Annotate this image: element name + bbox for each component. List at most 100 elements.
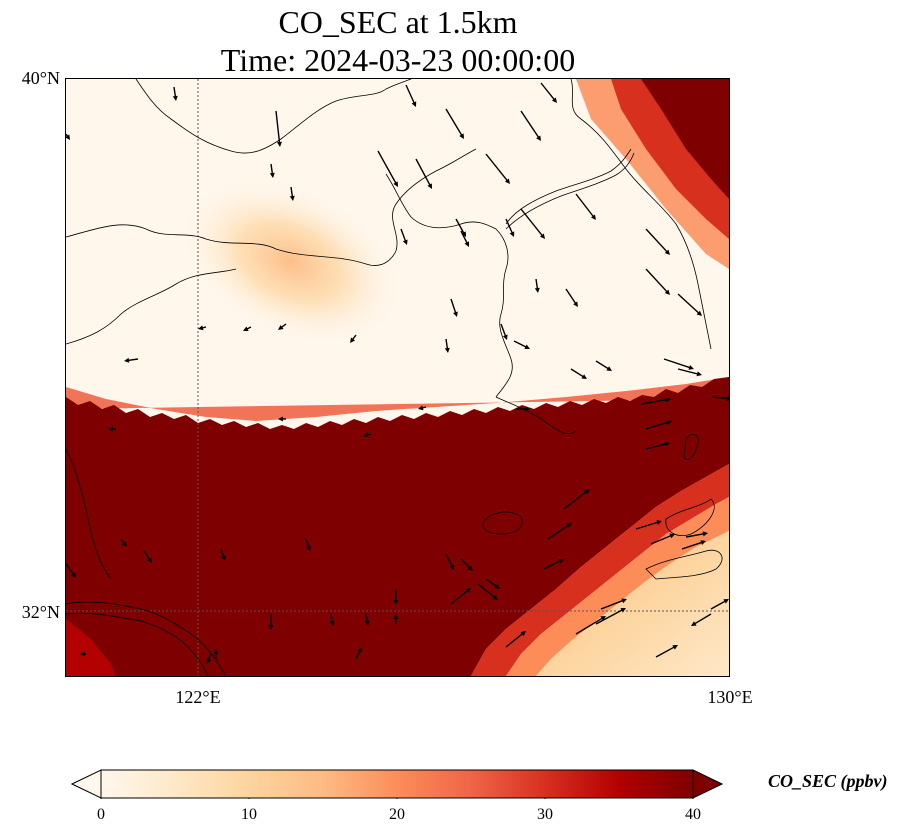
wind-arrow-shaft <box>635 521 660 530</box>
southwest-edge-patch <box>66 619 116 676</box>
colorbar-extend-max <box>692 769 723 799</box>
wind-arrow-shaft <box>485 153 509 183</box>
wind-arrow-shaft <box>570 368 585 379</box>
wind-arrow-head <box>573 301 578 307</box>
wind-arrow-head <box>726 396 729 401</box>
wind-arrow-shaft <box>650 534 673 545</box>
wind-arrow-head <box>449 564 454 570</box>
wind-arrow-head <box>172 95 178 101</box>
wind-arrow-head <box>418 405 424 411</box>
coastlines <box>66 79 723 676</box>
wind-arrow-head <box>306 545 311 551</box>
wind-arrow-head <box>509 231 515 237</box>
wind-arrow-shaft <box>66 563 75 576</box>
wind-arrow-shaft <box>595 360 610 371</box>
colorbar-label: CO_SEC (ppbv) <box>768 771 888 791</box>
lon-tick-130e: 130°E <box>707 687 753 707</box>
wind-arrow-head <box>221 555 226 561</box>
wind-arrow-head <box>590 214 596 220</box>
wind-arrow-shaft <box>640 398 669 405</box>
wind-arrow-head <box>427 183 432 189</box>
wind-arrow-shaft <box>450 589 470 605</box>
lat-tick-40n: 40°N <box>21 68 60 88</box>
wind-arrow-shaft <box>655 645 676 658</box>
wind-arrow-head <box>534 287 540 293</box>
wind-arrow-shaft <box>445 553 454 568</box>
wind-arrow-head <box>664 289 670 295</box>
wind-arrow-head <box>581 374 587 379</box>
wind-arrow-shaft <box>405 84 416 105</box>
colorbar <box>71 769 723 799</box>
wind-arrow-shaft <box>520 208 544 238</box>
wind-arrow-head <box>700 540 706 545</box>
wind-arrow-shaft <box>645 268 669 294</box>
wind-arrow-shaft <box>455 218 466 235</box>
wind-arrow-head <box>666 420 672 425</box>
wind-arrow-shaft <box>513 340 528 349</box>
wind-arrow-shaft <box>505 218 514 235</box>
wind-arrow-shaft <box>450 298 457 315</box>
wind-arrow-shaft <box>540 82 556 102</box>
wind-arrow-head <box>393 181 398 187</box>
southern-high-band <box>66 377 729 676</box>
wind-arrow-shaft <box>575 616 604 635</box>
wind-arrow-shaft <box>275 110 281 145</box>
wind-arrow-head <box>350 337 355 343</box>
wind-arrow-head <box>536 135 541 141</box>
wind-arrow-shaft <box>677 293 701 315</box>
wind-arrow-head <box>243 326 249 331</box>
wind-arrow-head <box>494 584 500 589</box>
map-title: CO_SEC at 1.5km <box>278 4 518 40</box>
southeast-gradient-edge <box>471 464 729 676</box>
map-time-label: Time: 2024-03-23 00:00:00 <box>220 42 576 78</box>
wind-arrow-shaft <box>681 541 704 550</box>
wind-arrow-head <box>444 347 450 353</box>
wind-arrow-head <box>696 371 702 377</box>
wind-arrow-shaft <box>520 110 540 139</box>
wind-arrow-head <box>147 557 152 563</box>
wind-arrow-shaft <box>600 599 625 610</box>
wind-arrow-shaft <box>460 230 469 245</box>
wind-arrow-head <box>66 134 70 140</box>
wind-arrow-head <box>461 231 466 237</box>
wind-arrow-shaft <box>565 288 577 305</box>
wind-arrow-shaft <box>547 524 570 540</box>
wind-arrow-head <box>702 531 708 537</box>
moderate-co-spot <box>177 177 405 347</box>
wind-arrow-head <box>393 614 399 619</box>
colorbar-tick-10: 10 <box>241 806 257 823</box>
wind-arrow-shaft <box>711 396 729 400</box>
wind-arrow-shaft <box>575 193 595 219</box>
wind-arrow-head <box>672 645 678 650</box>
colorbar-gradient <box>100 769 694 799</box>
wind-arrow-head <box>329 620 335 626</box>
wind-arrow-head <box>664 441 670 447</box>
wind-arrow-head <box>278 416 283 422</box>
wind-arrow-head <box>558 559 564 564</box>
wind-arrow-head <box>206 658 212 664</box>
wind-arrow-shaft <box>645 421 670 430</box>
wind-arrow-head <box>525 406 530 412</box>
wind-arrow-head <box>723 599 729 604</box>
map-canvas <box>66 79 729 676</box>
wind-arrow-shaft <box>377 150 398 185</box>
wind-arrow-head <box>584 489 590 495</box>
map-panel[interactable] <box>65 78 730 677</box>
wind-arrow-head <box>289 195 295 201</box>
wind-arrow-head <box>669 533 675 539</box>
wind-arrow-head <box>122 541 127 547</box>
wind-arrows <box>66 82 729 664</box>
colorbar-tick-30: 30 <box>537 806 553 823</box>
wind-arrow-head <box>269 172 275 178</box>
southeast-low-region <box>536 531 729 676</box>
wind-arrow-shaft <box>685 532 706 538</box>
wind-arrow-shaft <box>400 228 407 243</box>
wind-arrow-head <box>411 101 417 107</box>
wind-arrow-head <box>665 397 671 403</box>
wind-arrow-shaft <box>500 323 507 338</box>
wind-arrow-shaft <box>460 558 472 570</box>
wind-arrow-shaft <box>663 358 692 369</box>
wind-arrow-head <box>688 365 694 370</box>
wind-arrow-head <box>80 651 85 657</box>
wind-arrow-head <box>696 310 702 316</box>
